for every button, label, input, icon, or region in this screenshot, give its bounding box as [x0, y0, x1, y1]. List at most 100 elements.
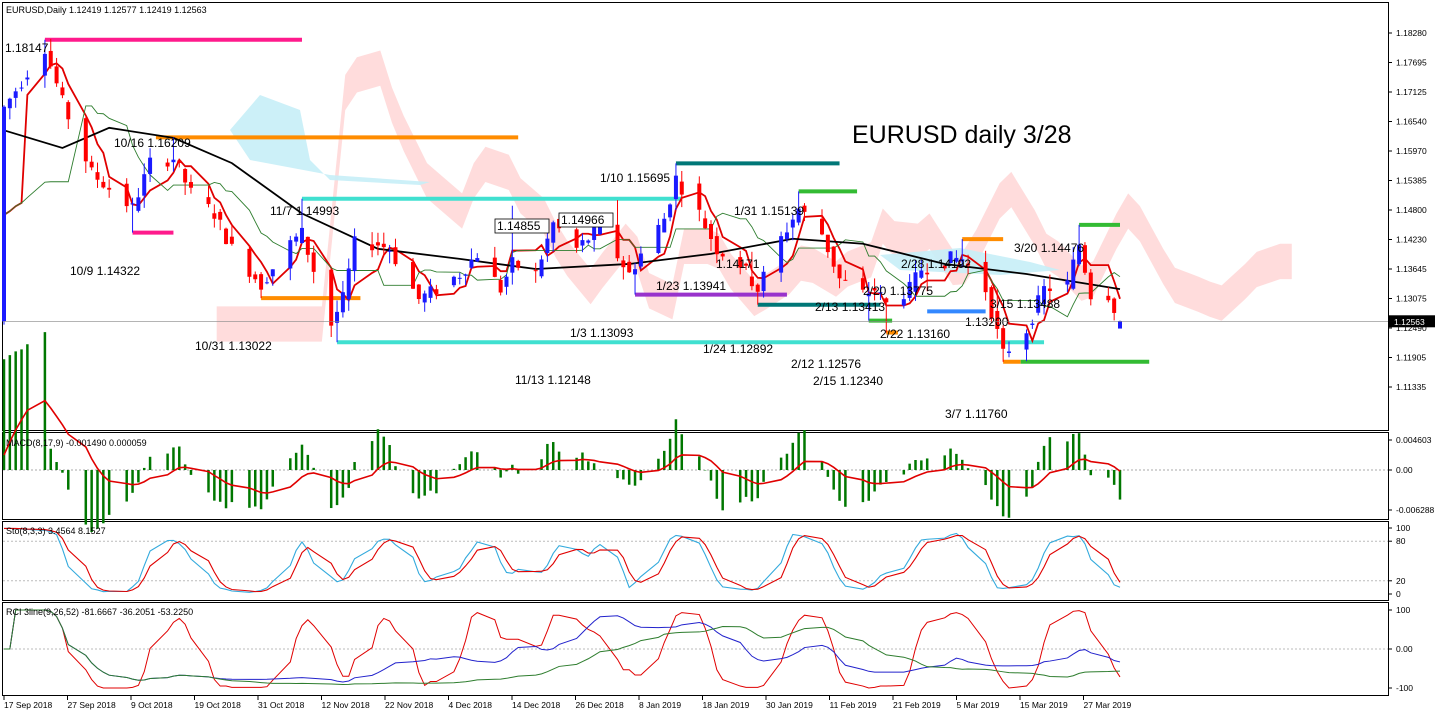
candle-body: [784, 232, 789, 240]
candle-body: [597, 223, 602, 235]
candle-body: [346, 268, 351, 300]
candle-body: [387, 250, 392, 252]
macd-panel[interactable]: [2, 432, 1389, 520]
candle-body: [580, 240, 585, 246]
candle-body: [504, 276, 509, 287]
candle-body: [1077, 244, 1082, 265]
date-tick-label: 18 Jan 2019: [703, 700, 750, 710]
candle-body: [434, 289, 439, 295]
ichimoku-cloud: [216, 50, 1292, 342]
candle-body: [264, 282, 269, 284]
candle-body: [1047, 288, 1052, 292]
candle-body: [539, 259, 544, 277]
stoch-panel[interactable]: [2, 521, 1389, 601]
macd-label: MACD(8,17,9) -0.001490 0.000059: [6, 438, 147, 448]
rci-long-line: [4, 609, 1121, 685]
candle-body: [516, 260, 521, 268]
candle-body: [919, 270, 924, 278]
price-tick-label: 1.14800: [1396, 205, 1427, 215]
candle-body: [42, 53, 47, 76]
candle-body: [1112, 298, 1117, 313]
candle-body: [708, 223, 713, 240]
candle-body: [790, 219, 795, 228]
candle-body: [428, 286, 433, 298]
candle-body: [1036, 295, 1041, 313]
level-annotation: 1.14855: [497, 219, 541, 233]
level-annotation: 2/15 1.12340: [813, 374, 883, 388]
macd-tick-label: 0.00: [1396, 465, 1413, 475]
price-tick-label: 1.16540: [1396, 117, 1427, 127]
level-annotation: 10/31 1.13022: [195, 339, 272, 353]
stoch-tick-label: 100: [1396, 523, 1410, 533]
price-tick-label: 1.18280: [1396, 28, 1427, 38]
date-tick-label: 15 Mar 2019: [1020, 700, 1068, 710]
date-tick-label: 11 Feb 2019: [830, 700, 877, 710]
candle-body: [25, 77, 30, 80]
candle-body: [738, 257, 743, 268]
candle-body: [60, 87, 65, 96]
level-annotation: 1.13200: [965, 315, 1009, 329]
level-annotation: 2/13 1.13413: [815, 300, 885, 314]
candle-body: [1042, 286, 1047, 305]
price-tick-label: 1.13645: [1396, 264, 1427, 274]
candle-body: [948, 251, 953, 264]
candle-body: [130, 203, 135, 205]
candle-body: [101, 181, 106, 188]
level-annotation: 1.14966: [561, 213, 605, 227]
date-tick-label: 27 Sep 2018: [68, 700, 116, 710]
candle-body: [510, 257, 515, 273]
candle-body: [901, 299, 906, 306]
candle-body: [95, 172, 100, 180]
date-tick-label: 8 Jan 2019: [639, 700, 681, 710]
candle-body: [989, 287, 994, 319]
candle-body: [907, 281, 912, 298]
candle-body: [533, 270, 538, 272]
candle-body: [779, 236, 784, 273]
level-annotation: 2/12 1.12576: [791, 357, 861, 371]
level-annotation: 10/9 1.14322: [70, 264, 140, 278]
candle-body: [107, 187, 112, 190]
annotation-box: [558, 212, 614, 228]
date-tick-label: 5 Mar 2019: [957, 700, 1000, 710]
candle-body: [878, 292, 883, 294]
date-tick-label: 9 Oct 2018: [131, 700, 173, 710]
candle-body: [633, 269, 638, 275]
candle-body: [942, 265, 947, 269]
macd-tick-label: 0.004603: [1396, 435, 1432, 445]
candle-body: [340, 292, 345, 313]
candle-body: [299, 227, 304, 244]
stoch-label: Sto(8,3,3) 3.4564 8.1527: [6, 526, 106, 536]
candle-body: [831, 246, 836, 267]
candle-body: [825, 234, 830, 253]
candle-body: [83, 118, 88, 162]
candle-body: [1001, 328, 1006, 349]
annotation-box: [494, 218, 550, 234]
indicator-lines: [3, 62, 1121, 344]
candle-body: [2, 106, 6, 322]
macd-signal-line: [3, 399, 1121, 494]
candle-body: [188, 182, 193, 188]
candle-body: [411, 261, 416, 289]
candle-body: [177, 160, 182, 163]
rci-label: RCI 3line(9,26,52) -81.6667 -36.2051 -53…: [6, 607, 193, 617]
candle-body: [19, 87, 24, 89]
candle-body: [124, 183, 129, 207]
candle-body: [393, 247, 398, 265]
candle-body: [463, 274, 468, 276]
candle-body: [627, 261, 632, 273]
candle-body: [305, 236, 310, 255]
stoch-tick-label: 80: [1396, 536, 1406, 546]
price-axis: 1.18280 1.17695 1.17125 1.16540 1.15970 1.153…: [3, 28, 1435, 392]
level-annotation: 10/16 1.16209: [114, 136, 191, 150]
candle-body: [1106, 295, 1111, 301]
level-annotation: 1.14171: [716, 257, 760, 271]
price-panel[interactable]: [2, 2, 1389, 431]
rci-tick-label: -100: [1396, 683, 1413, 693]
candle-body: [259, 274, 264, 290]
candle-body: [288, 240, 293, 269]
level-annotations: 1.18147 10/16 1.16209 10/9 1.14322 11/7 1.1…: [5, 41, 1084, 421]
candle-body: [615, 224, 620, 259]
level-annotation: 3/20 1.14476: [1014, 241, 1084, 255]
candle-body: [224, 228, 229, 245]
